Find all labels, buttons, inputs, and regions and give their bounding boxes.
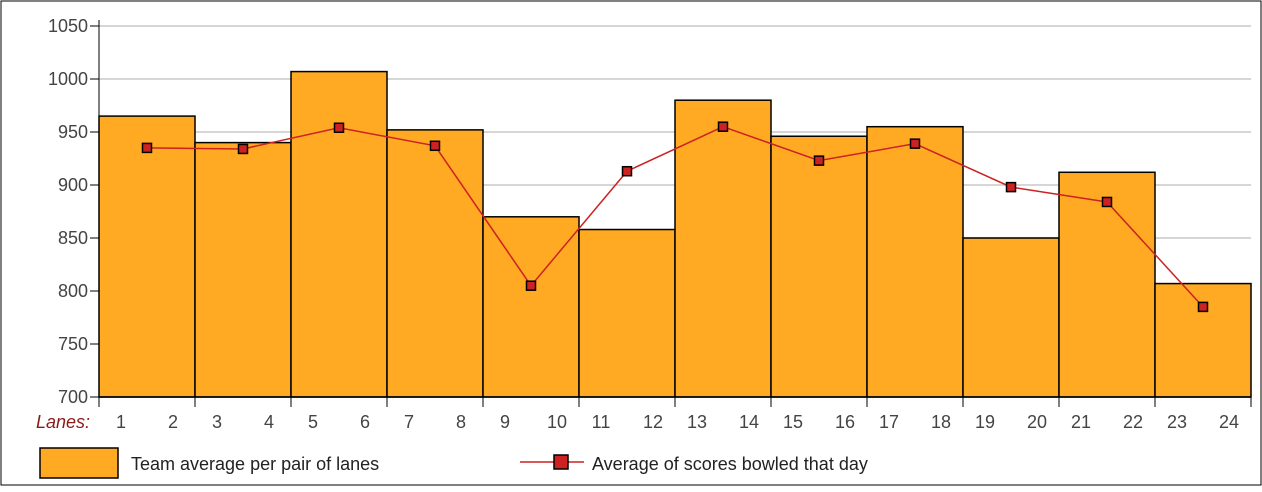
- x-tick-label: 20: [1027, 412, 1047, 432]
- line-point: [813, 155, 825, 166]
- bar: [1058, 171, 1156, 398]
- line-point: [909, 138, 921, 149]
- x-tick-label: 17: [879, 412, 899, 432]
- x-axis-title: Lanes:: [36, 412, 90, 432]
- legend-bar-swatch: [39, 447, 119, 479]
- bar: [674, 99, 772, 398]
- bar: [290, 70, 388, 398]
- y-tick-label: 700: [58, 387, 88, 407]
- x-tick-label: 7: [404, 412, 414, 432]
- line-point: [621, 165, 633, 177]
- line-layer: [141, 121, 1209, 313]
- bar: [770, 135, 868, 398]
- x-tick-label: 14: [739, 412, 759, 432]
- y-tick-label: 900: [58, 175, 88, 195]
- x-tick-label: 3: [212, 412, 222, 432]
- line-point: [429, 140, 441, 152]
- x-tick-label: 18: [931, 412, 951, 432]
- x-tick-label: 9: [500, 412, 510, 432]
- x-tick-label: 1: [116, 412, 126, 432]
- bar: [194, 141, 292, 398]
- bar: [386, 129, 484, 398]
- x-tick-label: 2: [168, 412, 178, 432]
- bar: [962, 237, 1060, 398]
- y-tick-label: 800: [58, 281, 88, 301]
- y-tick-label: 950: [58, 122, 88, 142]
- x-tick-label: 8: [456, 412, 466, 432]
- x-tick-label: 15: [783, 412, 803, 432]
- x-tick-label: 12: [643, 412, 663, 432]
- y-tick-label: 750: [58, 334, 88, 354]
- x-tick-label: 19: [975, 412, 995, 432]
- x-tick-label: 13: [687, 412, 707, 432]
- line-point: [141, 142, 153, 154]
- legend: Team average per pair of lanes Average o…: [39, 447, 868, 479]
- legend-line-marker: [553, 454, 569, 470]
- x-tick-label: 21: [1071, 412, 1091, 432]
- x-tick-label: 22: [1123, 412, 1143, 432]
- bar: [98, 115, 196, 398]
- y-tick-label: 1000: [48, 69, 88, 89]
- line-point: [237, 143, 249, 155]
- line-point: [1005, 181, 1017, 193]
- legend-line-label: Average of scores bowled that day: [592, 454, 868, 474]
- y-tick-label: 1050: [48, 16, 88, 36]
- bar: [1154, 282, 1252, 398]
- x-tick-label: 5: [308, 412, 318, 432]
- line-point: [333, 122, 345, 134]
- legend-bar-label: Team average per pair of lanes: [131, 454, 379, 474]
- line-point: [717, 121, 729, 132]
- line-point: [1101, 196, 1113, 208]
- x-tick-label: 6: [360, 412, 370, 432]
- bar: [482, 216, 580, 398]
- x-tick-label: 4: [264, 412, 274, 432]
- x-tick-label: 24: [1219, 412, 1239, 432]
- line-point: [1197, 301, 1209, 313]
- bar: [866, 125, 964, 398]
- x-tick-label: 11: [592, 412, 611, 432]
- line-point: [525, 280, 537, 291]
- series-line: [146, 125, 1204, 308]
- x-tick-label: 16: [835, 412, 855, 432]
- bar: [578, 228, 676, 398]
- y-tick-label: 850: [58, 228, 88, 248]
- x-tick-label: 10: [547, 412, 567, 432]
- x-tick-label: 23: [1167, 412, 1187, 432]
